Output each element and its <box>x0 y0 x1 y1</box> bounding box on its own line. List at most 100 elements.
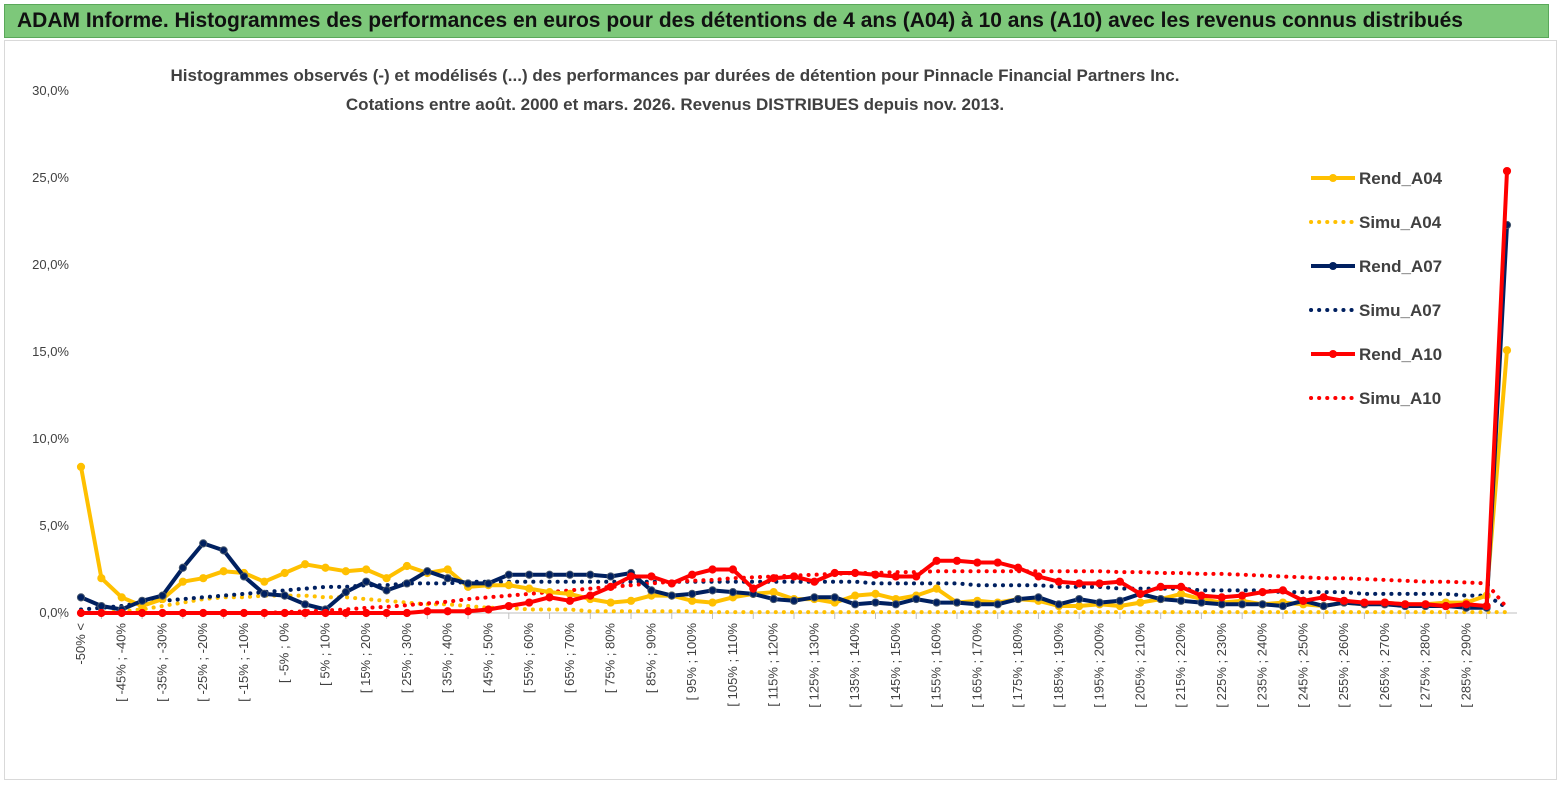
point-rend-a10 <box>1299 596 1308 605</box>
point-rend-a04 <box>1136 598 1145 607</box>
point-rend-a10 <box>749 584 758 593</box>
point-rend-a07 <box>97 601 106 611</box>
point-rend-a04 <box>443 565 452 574</box>
chart-area: 0,0% 5,0% 10,0% 15,0% 20,0% 25,0% 30,0% -50% < [… <box>4 40 1557 780</box>
point-rend-a04 <box>321 563 330 572</box>
series-group <box>76 166 1512 618</box>
chart-title-line-1: Histogrammes observés (-) et modélisés (… <box>171 66 1180 85</box>
point-rend-a10 <box>1156 582 1165 592</box>
point-rend-a10 <box>1136 589 1145 598</box>
x-tick-label: [ 145% ; 150% <box>888 623 903 708</box>
point-rend-a07 <box>1176 596 1186 605</box>
point-rend-a10 <box>463 607 473 616</box>
point-rend-a04 <box>341 567 350 576</box>
point-rend-a10 <box>1176 582 1186 592</box>
point-rend-a10 <box>341 608 350 618</box>
x-tick-label: [ -45% ; -40% <box>114 623 129 702</box>
y-tick-label: 30,0% <box>32 83 69 98</box>
legend-marker-rend-a04 <box>1329 174 1337 182</box>
point-rend-a10 <box>586 591 595 600</box>
point-rend-a10 <box>545 593 554 602</box>
y-tick-label: 20,0% <box>32 257 69 272</box>
point-rend-a07 <box>973 600 982 609</box>
point-rend-a07 <box>484 579 493 588</box>
point-rend-a10 <box>728 565 737 574</box>
legend-marker-rend-a10 <box>1329 350 1337 358</box>
point-rend-a07 <box>1319 601 1328 611</box>
point-rend-a07 <box>1075 594 1084 604</box>
point-rend-a07 <box>76 593 86 602</box>
point-rend-a04 <box>260 577 269 586</box>
point-rend-a10 <box>525 598 534 607</box>
x-tick-label: [ 125% ; 130% <box>806 623 821 708</box>
point-rend-a10 <box>1238 591 1247 600</box>
x-tick-label: [ 85% ; 90% <box>643 623 658 694</box>
point-rend-a10 <box>1115 577 1125 586</box>
point-rend-a10 <box>1034 572 1043 581</box>
point-rend-a04 <box>525 584 534 593</box>
legend-item-simu-a04: Simu_A04 <box>1309 213 1442 232</box>
point-rend-a04 <box>708 598 717 607</box>
point-rend-a10 <box>1502 166 1512 176</box>
legend-item-rend-a10: Rend_A10 <box>1311 345 1442 364</box>
x-tick-label: [ -35% ; -30% <box>154 623 169 702</box>
point-rend-a10 <box>1013 563 1023 572</box>
x-tick-label: [ 115% ; 120% <box>766 623 781 707</box>
point-rend-a10 <box>851 568 860 578</box>
point-rend-a07 <box>525 570 534 579</box>
point-rend-a10 <box>1319 593 1328 602</box>
x-tick-label: [ -25% ; -20% <box>195 623 210 702</box>
x-tick-label: [ 5% ; 10% <box>317 623 332 686</box>
y-tick-label: 15,0% <box>32 344 69 359</box>
x-tick-label: [ 165% ; 170% <box>969 623 984 708</box>
legend-label-simu-a07: Simu_A07 <box>1359 301 1441 320</box>
legend-item-simu-a10: Simu_A10 <box>1309 389 1441 408</box>
x-tick-label: [ 65% ; 70% <box>562 623 577 694</box>
point-rend-a10 <box>1217 593 1226 602</box>
point-rend-a07 <box>158 591 167 600</box>
point-rend-a10 <box>199 608 208 618</box>
legend-item-rend-a07: Rend_A07 <box>1311 257 1442 276</box>
legend-item-simu-a07: Simu_A07 <box>1309 301 1441 320</box>
point-rend-a10 <box>1339 596 1349 605</box>
y-tick-label: 10,0% <box>32 431 69 446</box>
point-rend-a07 <box>769 594 778 604</box>
point-rend-a07 <box>199 539 208 548</box>
y-tick-label: 5,0% <box>39 518 69 533</box>
point-rend-a10 <box>626 572 636 581</box>
x-tick-label: [ 195% ; 200% <box>1092 623 1107 708</box>
point-rend-a07 <box>239 572 249 581</box>
point-rend-a10 <box>402 608 412 618</box>
point-rend-a04 <box>871 589 880 598</box>
point-rend-a10 <box>1360 598 1369 607</box>
point-rend-a07 <box>830 593 839 602</box>
point-rend-a07 <box>1197 598 1206 607</box>
point-rend-a07 <box>667 591 676 600</box>
x-tick-label: [ 205% ; 210% <box>1132 623 1147 708</box>
point-rend-a07 <box>871 598 880 607</box>
legend-item-rend-a04: Rend_A04 <box>1311 169 1443 188</box>
point-rend-a07 <box>504 570 513 579</box>
x-tick-label: -50% < <box>73 623 88 665</box>
x-tick-label: [ 265% ; 270% <box>1377 623 1392 708</box>
point-rend-a04 <box>76 462 86 471</box>
point-rend-a04 <box>1502 346 1512 355</box>
x-tick-label: [ 215% ; 220% <box>1173 623 1188 708</box>
point-rend-a10 <box>504 601 513 611</box>
point-rend-a07 <box>912 594 921 604</box>
title-background <box>150 55 1200 115</box>
chart-title-line-2: Cotations entre août. 2000 et mars. 2026… <box>346 95 1004 114</box>
point-rend-a10 <box>219 608 228 618</box>
point-rend-a10 <box>321 608 330 618</box>
point-rend-a10 <box>871 570 880 579</box>
point-rend-a10 <box>484 605 493 614</box>
legend-label-simu-a10: Simu_A10 <box>1359 389 1441 408</box>
legend-label-rend-a10: Rend_A10 <box>1359 345 1442 364</box>
x-tick-label: [ 35% ; 40% <box>440 623 455 694</box>
point-rend-a07 <box>1238 600 1247 609</box>
point-rend-a07 <box>1115 596 1125 605</box>
point-rend-a10 <box>830 568 839 578</box>
point-rend-a10 <box>1095 579 1104 588</box>
point-rend-a10 <box>158 608 167 618</box>
point-rend-a10 <box>952 556 962 565</box>
